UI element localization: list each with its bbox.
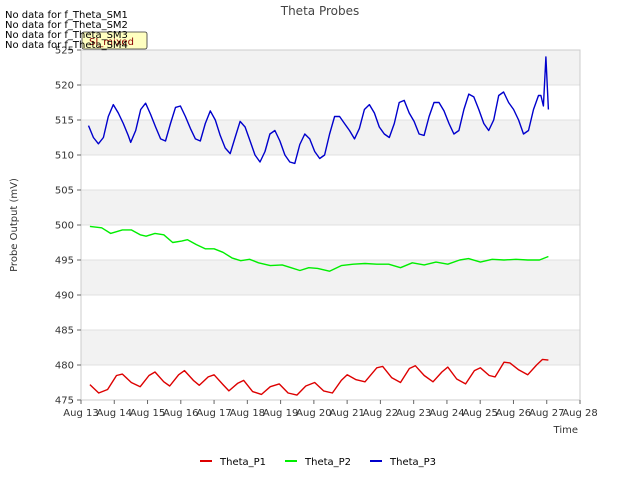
plot-band (81, 330, 580, 365)
x-tick-label: Aug 23 (396, 408, 431, 419)
y-tick-label: 505 (55, 186, 74, 197)
series-lines (87, 56, 550, 396)
x-axis-title: Time (553, 425, 578, 436)
plot-band (81, 85, 580, 120)
plot-band (81, 365, 580, 400)
y-tick-label: 490 (55, 291, 74, 302)
si-mixed-badge: SI_mixed (81, 31, 148, 50)
x-tick-label: Aug 22 (363, 408, 398, 419)
plot-band (81, 295, 580, 330)
x-tick-label: Aug 24 (429, 408, 464, 419)
x-tick-label: Aug 16 (163, 408, 198, 419)
x-tick-label: Aug 18 (230, 408, 265, 419)
no-data-note: No data for f_Theta_SM3 (5, 30, 128, 41)
y-tick-label: 515 (55, 116, 74, 127)
y-tick-label: 525 (55, 46, 74, 57)
plot-band (81, 260, 580, 295)
x-tick-label: Aug 27 (529, 408, 564, 419)
y-axis-title: Probe Output (mV) (9, 178, 20, 272)
plot-band (81, 190, 580, 225)
series-line-theta-p2 (89, 225, 549, 272)
x-tick-label: Aug 13 (63, 408, 98, 419)
x-tick-label: Aug 17 (196, 408, 231, 419)
y-tick-label: 485 (55, 326, 74, 337)
series-line-theta-p3 (87, 56, 550, 165)
y-tick-label: 475 (55, 396, 74, 407)
x-tick-label: Aug 19 (263, 408, 298, 419)
y-tick-label: 500 (55, 221, 74, 232)
y-tick-label: 480 (55, 361, 74, 372)
x-tick-label: Aug 26 (496, 408, 531, 419)
no-data-note: No data for f_Theta_SM2 (5, 20, 128, 31)
badge-box (81, 31, 148, 50)
chart-title: Theta Probes (280, 4, 359, 18)
legend-label: Theta_P2 (304, 457, 351, 468)
plot-bands (81, 50, 580, 400)
x-tick-label: Aug 15 (130, 408, 165, 419)
y-axis-ticks: 475 480 485 490 495 500 505 510 515 520 525 (55, 46, 81, 407)
y-tick-label: 510 (55, 151, 74, 162)
series-line-theta-p1 (89, 358, 549, 396)
plot-band (81, 50, 580, 85)
legend-label: Theta_P3 (389, 457, 436, 468)
y-tick-label: 520 (55, 81, 74, 92)
badge-label: SI_mixed (89, 37, 134, 48)
plot-band (81, 225, 580, 260)
no-data-note: No data for f_Theta_SM1 (5, 10, 128, 21)
x-tick-label: Aug 25 (462, 408, 497, 419)
x-tick-label: Aug 21 (329, 408, 364, 419)
legend: Theta_P1 Theta_P2 Theta_P3 (200, 457, 436, 468)
legend-label: Theta_P1 (219, 457, 266, 468)
x-tick-label: Aug 20 (296, 408, 331, 419)
y-tick-label: 495 (55, 256, 74, 267)
plot-band (81, 120, 580, 155)
no-data-note: No data for f_Theta_SM4 (5, 40, 128, 51)
plot-band (81, 155, 580, 190)
x-tick-label: Aug 28 (562, 408, 597, 419)
x-tick-label: Aug 14 (97, 408, 132, 419)
